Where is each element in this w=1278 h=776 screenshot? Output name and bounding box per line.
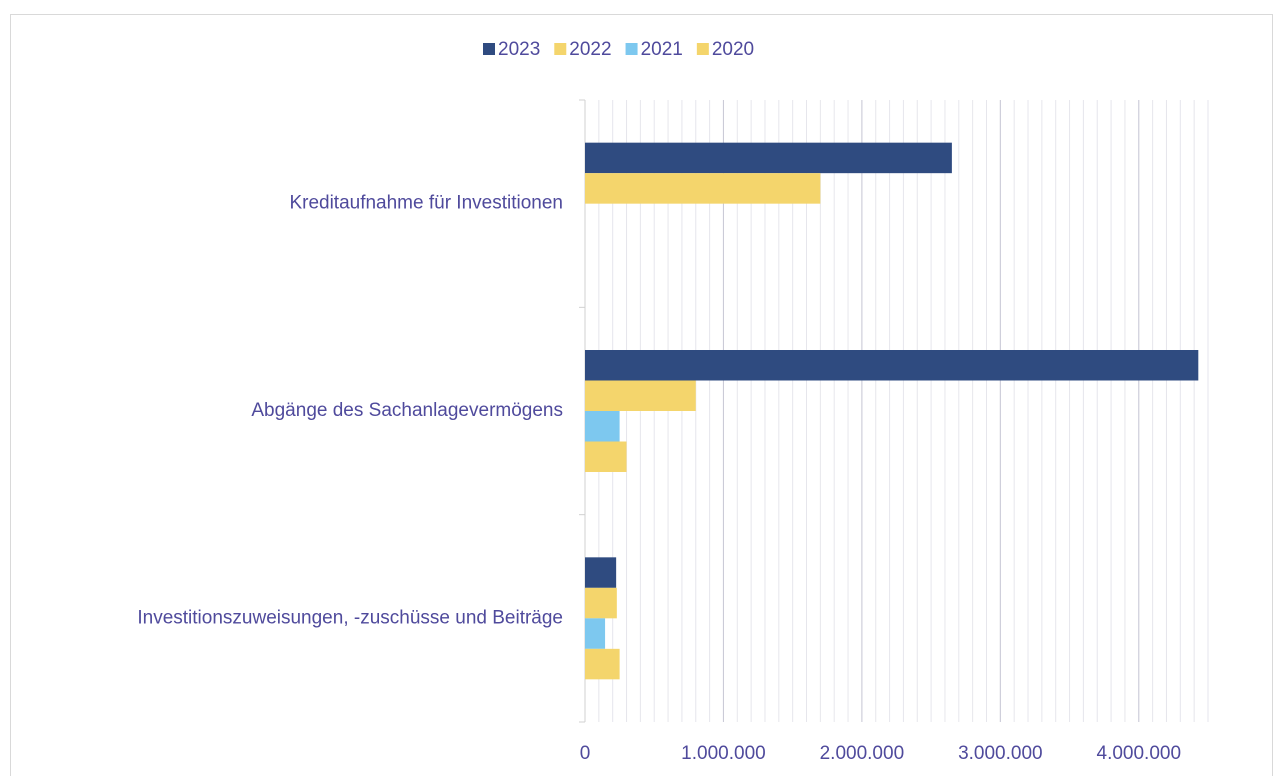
legend-swatch — [554, 43, 567, 55]
bar — [585, 142, 952, 174]
bar — [585, 441, 627, 472]
x-tick-label: 2.000.000 — [820, 743, 905, 764]
bar — [585, 618, 606, 649]
legend-swatch — [625, 43, 638, 55]
x-tick-label: 1.000.000 — [681, 743, 766, 764]
bar — [585, 557, 617, 588]
bar — [585, 173, 821, 204]
legend-label: 2023 — [498, 39, 540, 60]
legend-swatch — [696, 43, 709, 55]
bar — [585, 587, 617, 619]
legend-swatch — [483, 43, 495, 55]
bar — [585, 411, 620, 442]
legend-label: 2022 — [569, 39, 611, 60]
x-tick-label: 0 — [580, 743, 591, 764]
y-tick-label: Investitionszuweisungen, -zuschüsse und … — [137, 607, 563, 628]
bar — [585, 350, 1199, 381]
legend-label: 2020 — [712, 39, 754, 60]
y-tick-label: Kreditaufnahme für Investitionen — [289, 193, 563, 214]
bar — [585, 380, 696, 411]
x-tick-label: 4.000.000 — [1097, 743, 1182, 764]
bar — [585, 648, 620, 680]
x-tick-label: 3.000.000 — [958, 743, 1043, 764]
legend-label: 2021 — [641, 39, 683, 60]
y-tick-label: Abgänge des Sachanlagevermögens — [251, 400, 563, 421]
